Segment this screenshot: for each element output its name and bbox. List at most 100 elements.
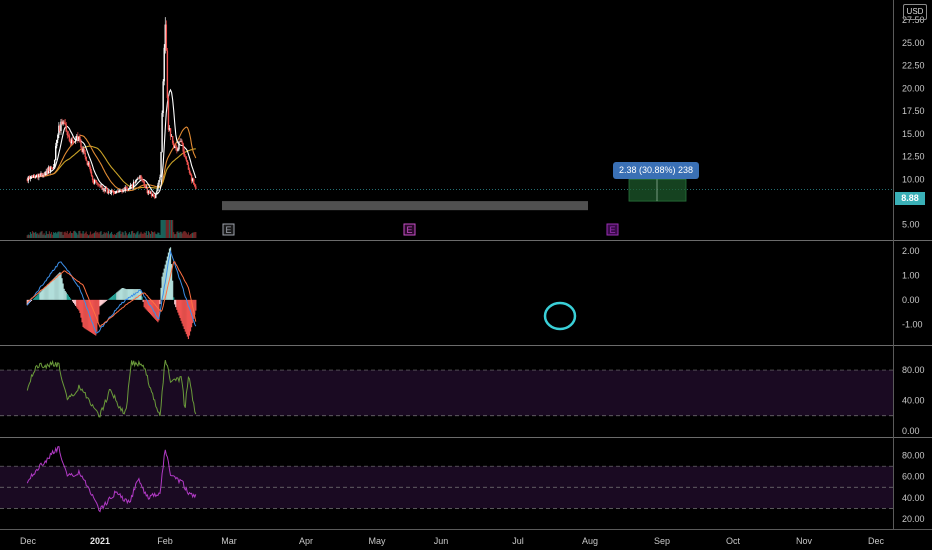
- macd-hist-bar: [46, 284, 48, 300]
- volume-bar: [34, 232, 36, 238]
- macd-hist-bar: [175, 299, 177, 308]
- candle-body: [82, 148, 84, 152]
- volume-bar: [99, 231, 101, 238]
- candle-body: [73, 141, 76, 143]
- volume-bar: [55, 232, 57, 238]
- volume-bar: [54, 233, 56, 238]
- candle-body: [103, 188, 105, 192]
- volume-bar: [64, 231, 66, 238]
- macd-hist-bar: [158, 299, 160, 321]
- candle-body: [77, 135, 79, 140]
- volume-bar: [70, 232, 73, 238]
- rsi2-line: [26, 446, 197, 513]
- volume-bar: [32, 232, 35, 238]
- candle-body: [186, 160, 189, 165]
- candle-body: [98, 184, 100, 186]
- candle-body: [144, 185, 146, 188]
- macd-hist-bar: [142, 299, 144, 302]
- volume-bar: [179, 231, 181, 238]
- candle-body: [88, 162, 91, 168]
- candle-body: [125, 187, 127, 189]
- volume-bar: [152, 232, 154, 238]
- macd-hist-bar: [32, 298, 35, 300]
- volume-bar: [120, 234, 122, 238]
- candle-body: [36, 174, 38, 177]
- volume-bar: [110, 231, 113, 238]
- volume-bar: [28, 235, 30, 238]
- candle-series: [26, 17, 197, 200]
- candle-body: [160, 151, 162, 177]
- macd-hist-bar: [56, 275, 58, 300]
- candle-body: [164, 24, 166, 48]
- signal-line: [26, 261, 197, 328]
- volume-bar: [173, 232, 175, 238]
- measure-box: [628, 178, 687, 202]
- volume-bar: [104, 233, 106, 238]
- volume-bar: [148, 232, 151, 238]
- macd-hist-bar: [59, 272, 61, 300]
- time-axis-label: Feb: [157, 536, 173, 546]
- candle-body: [30, 175, 33, 177]
- macd-hist-bar: [154, 299, 156, 319]
- macd-hist-bar: [80, 299, 82, 318]
- macd-hist-bar: [69, 298, 72, 300]
- candle-body: [75, 139, 77, 142]
- volume-bar: [29, 231, 32, 238]
- candle-body: [99, 185, 101, 187]
- measure-label: 2.38 (30.88%) 238: [613, 162, 700, 179]
- candle-body: [33, 175, 36, 177]
- macd-hist-bar: [41, 290, 43, 300]
- macd-hist-bar: [103, 299, 105, 303]
- volume-bar: [66, 230, 68, 238]
- rsi2-tick-label: 60.00: [902, 472, 925, 482]
- macd-hist-bar: [168, 248, 171, 300]
- macd-hist-bar: [172, 280, 174, 300]
- candle-body: [195, 186, 197, 190]
- volume-bar: [122, 232, 124, 238]
- candle-body: [183, 151, 185, 157]
- earnings-marker-box: [403, 223, 416, 236]
- volume-bar: [83, 233, 85, 238]
- volume-bar: [61, 231, 63, 238]
- volume-bar: [78, 231, 80, 238]
- macd-hist-bar: [91, 299, 94, 334]
- macd-hist-bar: [89, 299, 92, 333]
- candle-body: [87, 162, 90, 165]
- volume-bar: [192, 232, 194, 238]
- rsi2-tick-label: 40.00: [902, 493, 925, 503]
- volume-bar: [36, 233, 38, 238]
- volume-bar: [46, 233, 48, 238]
- candle-body: [63, 121, 65, 123]
- macd-hist-bar: [183, 299, 185, 330]
- candle-body: [96, 181, 98, 184]
- volume-bar: [39, 232, 41, 238]
- candle-body: [169, 128, 172, 137]
- candle-body: [72, 141, 75, 143]
- volume-bar: [194, 232, 196, 238]
- volume-bar: [27, 234, 29, 238]
- macd-hist-bar: [123, 288, 125, 300]
- last-price-tag: 8.88: [895, 192, 925, 205]
- candle-body: [38, 174, 40, 178]
- candle-body: [93, 180, 96, 184]
- price-tick-label: 10.00: [902, 174, 925, 184]
- macd-hist-bar: [144, 299, 146, 309]
- macd-hist-bar: [38, 293, 40, 300]
- macd-hist-bar: [60, 272, 62, 300]
- volume-bar: [139, 233, 141, 238]
- candle-body: [66, 131, 69, 136]
- candle-body: [49, 167, 52, 172]
- candle-body: [171, 136, 174, 143]
- candle-body: [110, 190, 113, 193]
- macd-hist-bar: [104, 299, 106, 302]
- volume-bar: [117, 232, 119, 238]
- candle-body: [62, 121, 64, 125]
- volume-bar: [109, 233, 112, 238]
- currency-button[interactable]: USD: [903, 4, 927, 20]
- macd-hist-bar: [68, 296, 71, 300]
- volume-bar: [127, 233, 130, 238]
- candle-body: [52, 166, 55, 169]
- macd-hist-bar: [95, 299, 97, 336]
- macd-hist-bar: [188, 299, 191, 336]
